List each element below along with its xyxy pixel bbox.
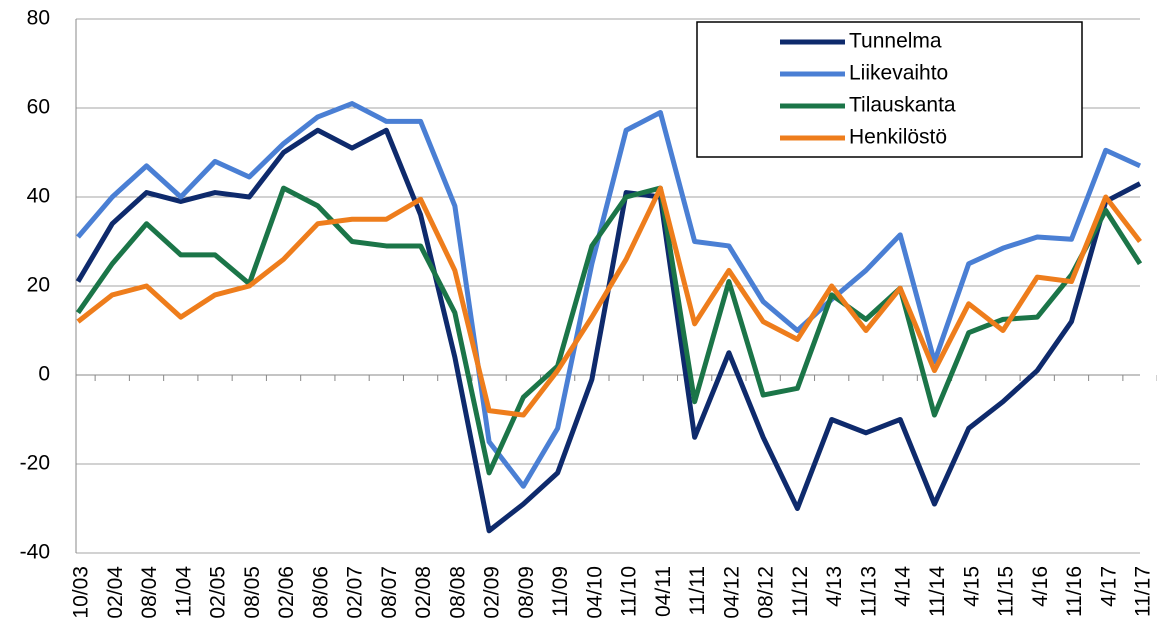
x-tick-label: 08/12 xyxy=(755,566,778,619)
y-tick-label: 60 xyxy=(27,96,50,119)
x-tick-label: 4/17 xyxy=(1097,566,1120,607)
x-tick-label: 02/08 xyxy=(412,566,435,619)
x-tick-label: 04/11 xyxy=(652,566,675,617)
x-tick-label: 02/05 xyxy=(207,566,230,619)
x-tick-label: 11/14 xyxy=(926,566,949,617)
legend-box xyxy=(696,21,1083,158)
y-tick-label: -40 xyxy=(20,541,50,564)
line-series xyxy=(76,185,1142,418)
x-tick-label: 10/03 xyxy=(70,566,93,619)
line-series xyxy=(75,185,1143,476)
x-tick-label: 4/16 xyxy=(1029,566,1052,607)
x-tick-label: 4/15 xyxy=(960,566,983,607)
y-tick-label: 40 xyxy=(27,185,50,208)
x-tick-label: 08/07 xyxy=(378,566,401,619)
x-tick-label: 11/13 xyxy=(857,566,880,617)
x-tick-label: 11/16 xyxy=(1063,566,1086,617)
x-tick-label: 11/09 xyxy=(549,566,572,617)
x-tick-label: 08/08 xyxy=(446,566,469,619)
x-tick-label: 08/04 xyxy=(138,566,161,619)
line-series xyxy=(76,101,1142,489)
x-tick-label: 02/07 xyxy=(344,566,367,619)
x-tick-label: 11/12 xyxy=(789,566,812,617)
x-tick-label: 11/15 xyxy=(995,566,1018,617)
legend-label: Liikevaihto xyxy=(849,62,948,85)
y-tick-label: 20 xyxy=(27,274,50,297)
x-tick-label: 04/12 xyxy=(720,566,743,619)
y-tick-label: 80 xyxy=(27,7,50,30)
x-tick-label: 4/13 xyxy=(823,566,846,607)
x-tick-label: 11/10 xyxy=(618,566,641,617)
x-tick-label: 04/10 xyxy=(583,566,606,619)
x-tick-label: 08/05 xyxy=(241,566,264,619)
legend-label: Tilauskanta xyxy=(849,94,956,117)
x-tick-label: 02/09 xyxy=(481,566,504,619)
x-tick-label: 02/04 xyxy=(104,566,127,619)
x-tick-label: 08/09 xyxy=(515,566,538,619)
y-tick-label: 0 xyxy=(38,363,50,386)
x-tick-label: 11/17 xyxy=(1132,566,1155,617)
y-tick-label: -20 xyxy=(20,452,50,475)
legend-label: Henkilöstö xyxy=(849,126,947,149)
legend-label: Tunnelma xyxy=(849,30,942,53)
x-tick-label: 4/14 xyxy=(892,566,915,607)
x-tick-label: 08/06 xyxy=(309,566,332,619)
x-tick-label: 02/06 xyxy=(275,566,298,619)
x-tick-label: 11/04 xyxy=(172,566,195,617)
x-tick-label: 11/11 xyxy=(686,566,709,615)
